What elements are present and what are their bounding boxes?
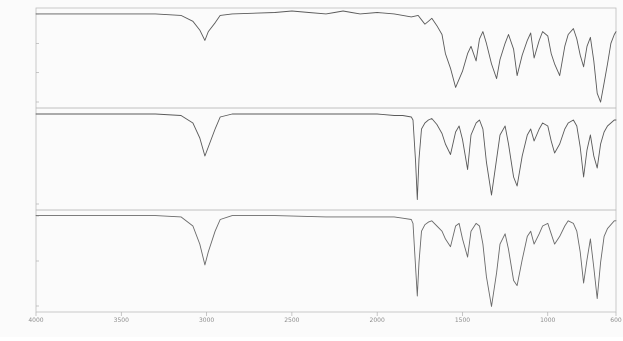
spectrum-panel-1 [35, 7, 617, 109]
x-tick-label: 600 [610, 317, 622, 324]
spectrum-panel-2 [35, 107, 617, 211]
x-axis: 4000 3500 3000 2500 2000 1500 1000 600 [28, 312, 622, 324]
spectrum-trace-1 [35, 10, 617, 103]
panels [35, 7, 617, 313]
spectrum-trace-3 [35, 215, 617, 307]
x-tick-label: 4000 [28, 317, 43, 324]
panel-frame [35, 7, 617, 109]
x-tick-label: 3000 [199, 317, 214, 324]
spectrum-trace-2 [35, 113, 617, 200]
spectrum-panel-3 [35, 209, 617, 313]
panel-frame [35, 107, 617, 211]
x-tick-label: 1000 [540, 317, 555, 324]
x-tick-label: 3500 [114, 317, 129, 324]
x-tick-label: 1500 [455, 317, 470, 324]
panel-frame [35, 209, 617, 313]
x-tick-label: 2000 [370, 317, 385, 324]
x-tick-label: 2500 [284, 317, 299, 324]
